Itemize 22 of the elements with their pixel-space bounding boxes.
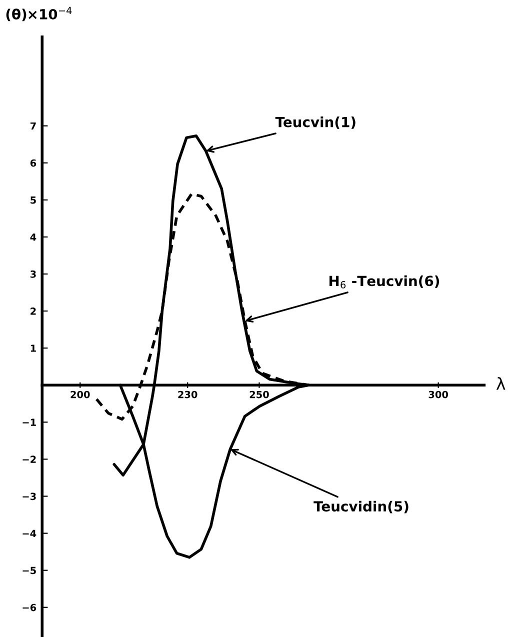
y-tick-label: 6 xyxy=(30,159,36,167)
y-tick-label: −2 xyxy=(22,456,36,463)
y-tick-label: −1 xyxy=(22,418,36,426)
annotation: Teucvidin(5) xyxy=(314,500,408,514)
y-tick-label: −4 xyxy=(22,530,36,537)
x-tick-label: 250 xyxy=(250,390,269,398)
y-tick-label: −6 xyxy=(22,604,36,612)
y-tick-label: −5 xyxy=(22,566,36,574)
y-axis-title: (θ)×10$^{−4}$ xyxy=(6,6,72,22)
y-tick-label: −3 xyxy=(22,492,36,500)
annotation: H$_{6}$ -Teucvin(6) xyxy=(330,275,440,288)
x-tick-label: 200 xyxy=(70,390,90,398)
x-axis-title: λ xyxy=(496,377,506,390)
x-tick-label: 300 xyxy=(428,390,448,398)
y-tick-label: 3 xyxy=(30,270,36,278)
y-tick-label: 2 xyxy=(30,308,36,315)
y-tick-label: 7 xyxy=(30,122,36,130)
y-tick-label: 4 xyxy=(30,234,36,241)
y-tick-label: 5 xyxy=(30,196,36,204)
annotation: Teucvin(1) xyxy=(275,116,356,129)
y-tick-label: 1 xyxy=(30,344,36,352)
x-tick-label: 230 xyxy=(178,390,198,398)
